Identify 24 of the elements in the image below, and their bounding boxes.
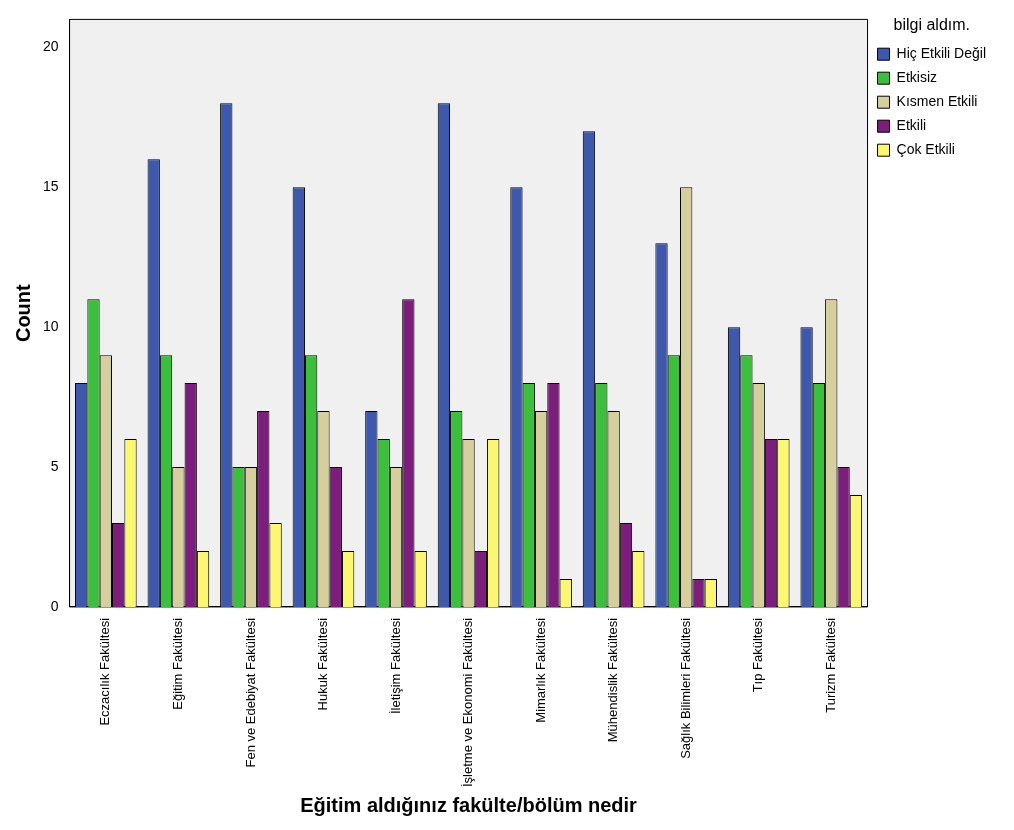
y-axis-title: Count [11,283,34,343]
x-tick-label: Sağlık Bilimleri Fakültesi [677,617,693,759]
x-tick-label: Mühendislik Fakültesi [605,617,621,743]
legend-label: Etkisiz [896,69,937,86]
x-tick-label: Eczacılık Fakültesi [97,617,113,726]
y-tick-label: 15 [42,178,59,195]
x-tick-label: Tıp Fakültesi [750,617,766,693]
y-tick-label: 0 [50,597,59,614]
x-tick-label: Eğitim Fakültesi [169,617,185,710]
legend-label: Kısmen Etkili [896,93,978,110]
y-tick-label: 20 [42,38,59,55]
x-tick-label: İşletme ve Ekonomi Fakültesi [460,617,476,788]
legend-label: Çok Etkili [896,141,955,158]
legend-title: bilgi aldım. [893,16,971,34]
x-axis-title: Eğitim aldığınız fakülte/bölüm nedir [300,793,638,816]
x-tick-label: Fen ve Edebiyat Fakültesi [242,617,258,768]
y-tick-label: 10 [42,318,59,335]
x-tick-label: Hukuk Fakültesi [315,617,331,711]
y-tick-label: 5 [50,457,59,474]
legend-label: Etkili [896,117,927,134]
legend-label: Hiç Etkili Değil [896,45,987,62]
x-tick-label: İletişim Fakültesi [387,617,403,715]
x-tick-label: Turizm Fakültesi [822,617,838,713]
x-tick-label: Mimarlık Fakültesi [532,617,548,723]
